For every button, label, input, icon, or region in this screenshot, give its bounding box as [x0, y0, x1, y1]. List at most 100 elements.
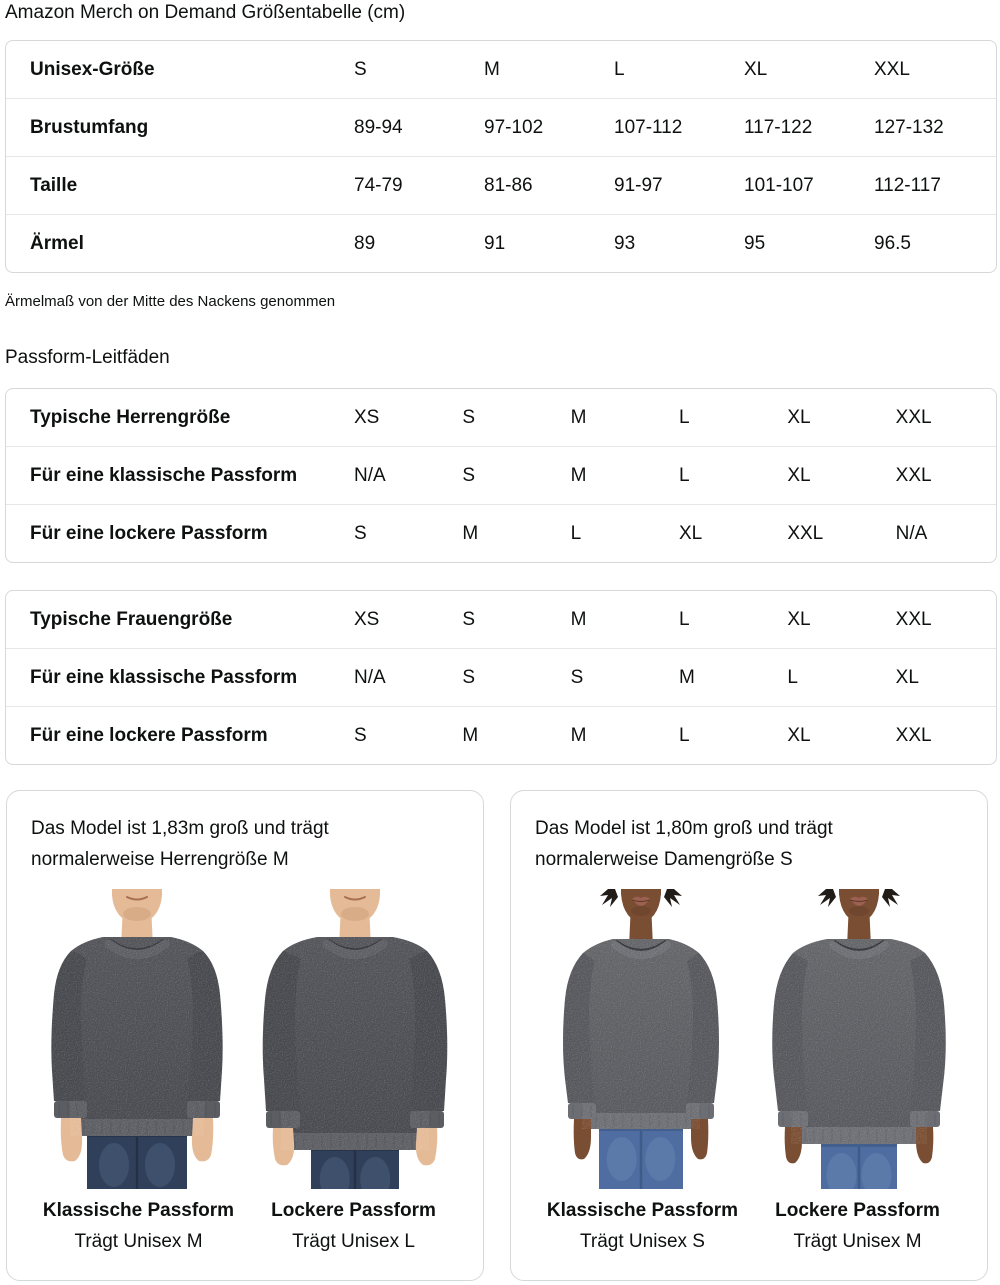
row-label: Ärmel	[30, 232, 84, 254]
row-value: N/A	[354, 464, 386, 486]
table-row: Typische Frauengröße XS S M L XL XXL	[6, 591, 996, 648]
row-label: Brustumfang	[30, 116, 149, 138]
table-row: Brustumfang 89-94 97-102 107-112 117-122 127-…	[6, 98, 996, 156]
row-value: XS	[354, 406, 380, 428]
row-value: XXL	[895, 464, 932, 486]
caption-title: Lockere Passform	[775, 1200, 940, 1221]
row-value: L	[679, 464, 690, 486]
row-value: M	[570, 608, 587, 630]
mens-model-description: Das Model ist 1,83m groß und trägt norma…	[31, 818, 329, 870]
row-value: L	[787, 666, 798, 688]
row-value: XXL	[787, 522, 824, 544]
unisex-size-table: Unisex-Größe S M L XL XXL Brustumfang 89-94 97-1…	[5, 40, 997, 273]
row-value: XL	[744, 58, 768, 80]
row-value: 97-102	[484, 116, 544, 138]
row-value: XL	[787, 724, 811, 746]
table-row: Für eine klassische Passform N/A S S M L XL	[6, 648, 996, 706]
model-photo-man-loose	[249, 889, 461, 1189]
table-row: Für eine lockere Passform S M L XL XXL N/A	[6, 504, 996, 562]
row-value: XL	[679, 522, 703, 544]
row-value: N/A	[354, 666, 386, 688]
row-value: 74-79	[354, 174, 403, 196]
row-value: 89-94	[354, 116, 403, 138]
caption-title: Klassische Passform	[42, 1200, 235, 1221]
row-value: 89	[354, 232, 376, 254]
row-value: 96.5	[874, 232, 911, 254]
caption-man-classic: Klassische Passform Trägt Unisex M	[31, 1199, 246, 1254]
row-value: M	[484, 58, 500, 80]
row-value: XL	[787, 406, 811, 428]
row-label: Für eine klassische Passform	[30, 464, 298, 486]
row-value: XXL	[895, 608, 932, 630]
caption-title: Lockere Passform	[271, 1200, 436, 1221]
row-label: Für eine klassische Passform	[30, 666, 298, 688]
caption-woman-classic: Klassische Passform Trägt Unisex S	[535, 1199, 750, 1254]
table-row: Unisex-Größe S M L XL XXL	[6, 41, 996, 98]
caption-sub: Trägt Unisex S	[580, 1231, 705, 1252]
mens-model-card: Das Model ist 1,83m groß und trägt norma…	[6, 790, 484, 1281]
womens-fit-table: Typische Frauengröße XS S M L XL XXL Für eine k…	[5, 590, 997, 765]
model-photo-man-classic	[31, 889, 243, 1189]
row-value: L	[679, 608, 690, 630]
row-label: Für eine lockere Passform	[30, 724, 268, 746]
table-row: Für eine klassische Passform N/A S M L XL XXL	[6, 446, 996, 504]
row-value: M	[462, 522, 479, 544]
row-value: 127-132	[874, 116, 944, 138]
model-cards: Das Model ist 1,83m groß und trägt norma…	[6, 790, 997, 1281]
womens-model-description: Das Model ist 1,80m groß und trägt norma…	[535, 818, 833, 870]
row-value: M	[679, 666, 695, 688]
row-value: 95	[744, 232, 766, 254]
row-label: Unisex-Größe	[30, 58, 155, 80]
row-value: L	[679, 724, 690, 746]
row-value: XXL	[895, 724, 932, 746]
row-value: M	[462, 724, 479, 746]
row-value: S	[354, 522, 367, 544]
row-value: S	[462, 406, 476, 428]
caption-sub: Trägt Unisex M	[74, 1231, 203, 1252]
page-title: Amazon Merch on Demand Größentabelle (cm…	[5, 2, 406, 23]
row-value: S	[462, 608, 476, 630]
mens-captions: Klassische Passform Trägt Unisex M Locke…	[31, 1199, 461, 1254]
table-row: Ärmel 89 91 93 95 96.5	[6, 214, 996, 272]
row-value: L	[570, 522, 582, 544]
row-value: S	[570, 666, 584, 688]
row-value: M	[570, 406, 587, 428]
row-value: N/A	[895, 522, 928, 544]
table-row: Typische Herrengröße XS S M L XL XXL	[6, 389, 996, 446]
row-value: 93	[614, 232, 636, 254]
table-row: Für eine lockere Passform S M M L XL XXL	[6, 706, 996, 764]
womens-model-card: Das Model ist 1,80m groß und trägt norma…	[510, 790, 988, 1281]
womens-photos	[535, 889, 965, 1189]
womens-captions: Klassische Passform Trägt Unisex S Locke…	[535, 1199, 965, 1254]
row-value: S	[354, 724, 367, 746]
row-label: Typische Herrengröße	[30, 406, 231, 428]
caption-sub: Trägt Unisex L	[292, 1231, 415, 1252]
caption-title: Klassische Passform	[546, 1200, 739, 1221]
mens-fit-table: Typische Herrengröße XS S M L XL XXL Für eine k…	[5, 388, 997, 563]
row-value: 107-112	[614, 116, 683, 138]
caption-woman-loose: Lockere Passform Trägt Unisex M	[750, 1199, 965, 1254]
model-photo-woman-classic	[535, 889, 747, 1189]
row-value: S	[354, 58, 367, 80]
row-value: 117-122	[744, 116, 813, 138]
row-value: XL	[895, 666, 919, 688]
row-value: S	[462, 464, 476, 486]
fit-guides-heading: Passform-Leitfäden	[5, 347, 170, 368]
row-value: M	[570, 724, 587, 746]
caption-sub: Trägt Unisex M	[793, 1231, 922, 1252]
row-value: L	[614, 58, 625, 80]
caption-man-loose: Lockere Passform Trägt Unisex L	[246, 1199, 461, 1254]
row-value: 91	[484, 232, 506, 254]
row-value: M	[570, 464, 587, 486]
row-value: XXL	[874, 58, 910, 80]
row-label: Taille	[30, 174, 78, 196]
row-value: XL	[787, 608, 811, 630]
sleeve-measure-note: Ärmelmaß von der Mitte des Nackens genom…	[5, 293, 336, 310]
row-value: XXL	[895, 406, 932, 428]
mens-photos	[31, 889, 461, 1189]
row-value: S	[462, 666, 476, 688]
row-value: 101-107	[744, 174, 814, 196]
row-value: XL	[787, 464, 811, 486]
row-label: Typische Frauengröße	[30, 608, 233, 630]
